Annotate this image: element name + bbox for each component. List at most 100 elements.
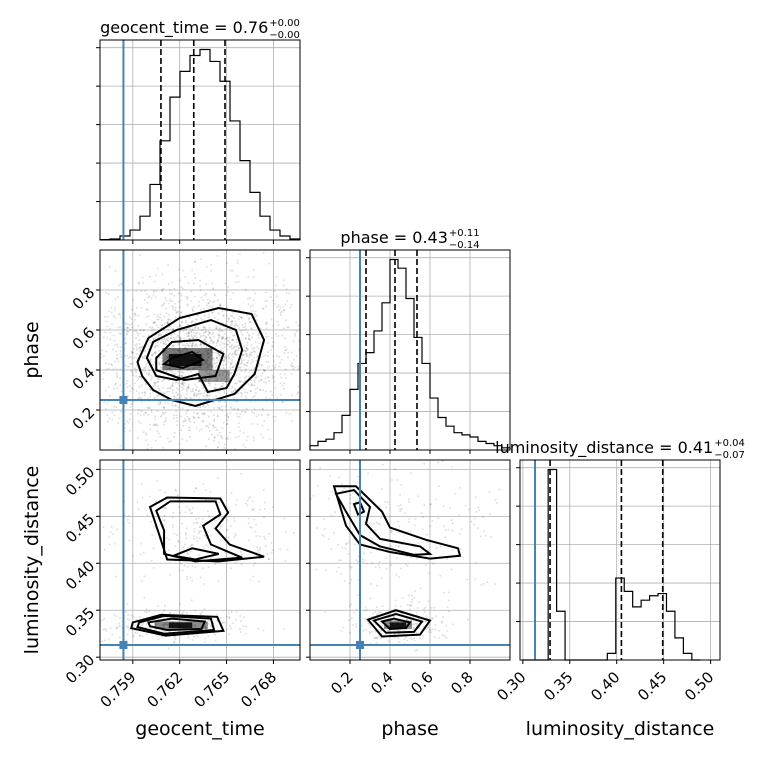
sample-point [143,596,146,599]
sample-point [139,634,142,637]
sample-point [187,508,190,511]
sample-point [223,389,226,392]
sample-point [375,606,378,609]
sample-point [193,260,196,263]
sample-point [168,302,171,305]
sample-point [127,515,130,518]
sample-point [143,349,146,352]
sample-point [252,299,255,302]
sample-point [231,344,234,347]
density-cell [168,622,193,629]
sample-point [378,560,381,563]
sample-point [113,307,116,310]
sample-point [175,337,178,340]
sample-point [145,316,148,319]
sample-point [195,634,198,637]
sample-point [104,331,107,334]
sample-point [163,378,166,381]
sample-point [159,341,162,344]
sample-point [130,387,133,390]
sample-point [196,412,199,415]
sample-point [178,375,181,378]
sample-point [213,420,216,423]
sample-point [249,338,252,341]
sample-point [179,415,182,418]
sample-point [138,385,141,388]
sample-point [154,296,157,299]
sample-point [231,386,234,389]
sample-point [180,374,183,377]
sample-point [258,364,261,367]
sample-point [208,423,211,426]
sample-point [287,351,290,354]
sample-point [265,381,268,384]
sample-point [225,392,228,395]
sample-point [243,376,246,379]
sample-point [286,356,289,359]
sample-point [128,323,131,326]
sample-point [218,334,221,337]
sample-point [130,318,133,321]
sample-point [494,498,497,501]
sample-point [327,538,330,541]
sample-point [306,412,308,414]
sample-point [276,397,279,400]
sample-point [223,343,226,346]
sample-point [199,405,202,408]
sample-point [213,633,216,636]
sample-point [218,374,221,377]
x-tick-label: 0.4 [367,668,397,698]
sample-point [185,319,188,322]
sample-point [392,615,395,618]
sample-point [114,360,117,363]
sample-point [131,351,134,354]
sample-point [331,490,334,493]
sample-point [445,629,448,632]
sample-point [137,347,140,350]
sample-point [218,304,221,307]
sample-point [279,313,282,316]
sample-point [142,431,145,434]
sample-point [263,369,266,372]
sample-point [426,627,429,630]
sample-point [204,326,207,329]
sample-point [256,375,259,378]
sample-point [148,295,151,298]
sample-point [148,326,151,329]
sample-point [149,388,152,391]
sample-point [215,356,218,359]
sample-point [235,349,238,352]
sample-point [273,380,276,383]
sample-point [130,356,133,359]
sample-point [202,547,205,550]
sample-point [237,435,240,438]
sample-point [217,359,220,362]
sample-point [203,625,206,628]
sample-point [150,297,153,300]
sample-point [148,610,151,613]
sample-point [244,323,247,326]
sample-point [428,624,431,627]
sample-point [266,342,269,345]
sample-point [145,623,148,626]
sample-point [199,288,202,291]
sample-point [186,303,189,306]
sample-point [242,381,245,384]
sample-point [172,372,175,375]
sample-point [267,355,270,358]
sample-point [252,349,255,352]
sample-point [178,602,181,605]
sample-point [130,323,133,326]
sample-point [255,535,258,538]
sample-point [207,415,210,418]
sample-point [398,629,401,632]
sample-point [228,624,231,627]
sample-point [225,529,228,532]
sample-point [196,406,199,409]
sample-point [104,408,107,411]
sample-point [191,579,194,582]
sample-point [182,371,185,374]
sample-point [154,381,157,384]
sample-point [107,367,110,370]
sample-point [223,360,226,363]
